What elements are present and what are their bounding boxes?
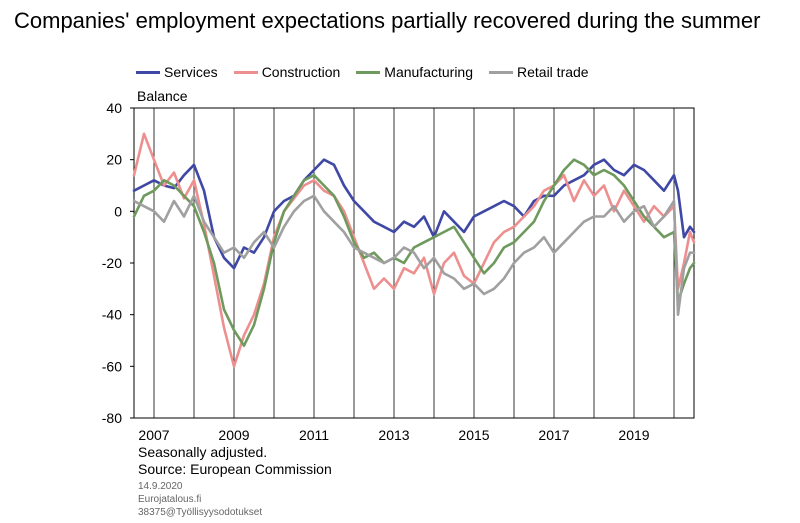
legend-item-retail: Retail trade (489, 64, 589, 80)
legend: Services Construction Manufacturing Reta… (136, 64, 601, 80)
series-line-retail-trade (132, 194, 696, 317)
legend-label-construction: Construction (261, 64, 341, 80)
unit-label: Balance (137, 88, 188, 104)
meta-id: 38375@Työllisyysodotukset (138, 507, 263, 518)
footnote-adjustment: Seasonally adjusted. (138, 444, 268, 460)
legend-swatch-services (136, 70, 160, 74)
y-tick-label: 20 (106, 152, 122, 168)
x-tick-label: 2007 (138, 427, 169, 443)
x-tick-label: 2019 (618, 427, 649, 443)
y-tick-label: 0 (114, 203, 122, 219)
series-line-services (132, 158, 696, 270)
series-line-manufacturing (132, 158, 696, 348)
legend-item-construction: Construction (233, 64, 341, 80)
y-tick-label: 40 (106, 100, 122, 116)
x-tick-label: 2017 (538, 427, 569, 443)
chart-title: Companies' employment expectations parti… (14, 8, 761, 33)
footnote-source: Source: European Commission (138, 461, 332, 477)
x-tick-label: 2011 (299, 427, 329, 443)
legend-swatch-manufacturing (356, 70, 381, 74)
y-tick-label: -40 (102, 307, 122, 323)
legend-swatch-retail (489, 70, 513, 74)
legend-label-manufacturing: Manufacturing (384, 64, 473, 80)
y-tick-label: -80 (102, 410, 122, 426)
meta-info: 14.9.2020 Eurojatalous.fi 38375@Työllisy… (138, 480, 262, 519)
y-tick-label: -60 (102, 358, 122, 374)
plot-frame (133, 107, 695, 419)
meta-site: Eurojatalous.fi (138, 494, 202, 505)
series-line-construction (132, 132, 696, 368)
y-tick-label: -20 (102, 255, 122, 271)
x-tick-label: 2015 (458, 427, 489, 443)
legend-label-retail: Retail trade (517, 64, 589, 80)
legend-item-services: Services (136, 64, 218, 80)
legend-label-services: Services (164, 64, 218, 80)
x-tick-label: 2013 (378, 427, 409, 443)
meta-date: 14.9.2020 (138, 481, 183, 492)
x-tick-label: 2009 (218, 427, 249, 443)
footnotes: Seasonally adjusted. Source: European Co… (138, 444, 332, 478)
legend-item-manufacturing: Manufacturing (356, 64, 473, 80)
legend-swatch-construction (233, 70, 258, 74)
